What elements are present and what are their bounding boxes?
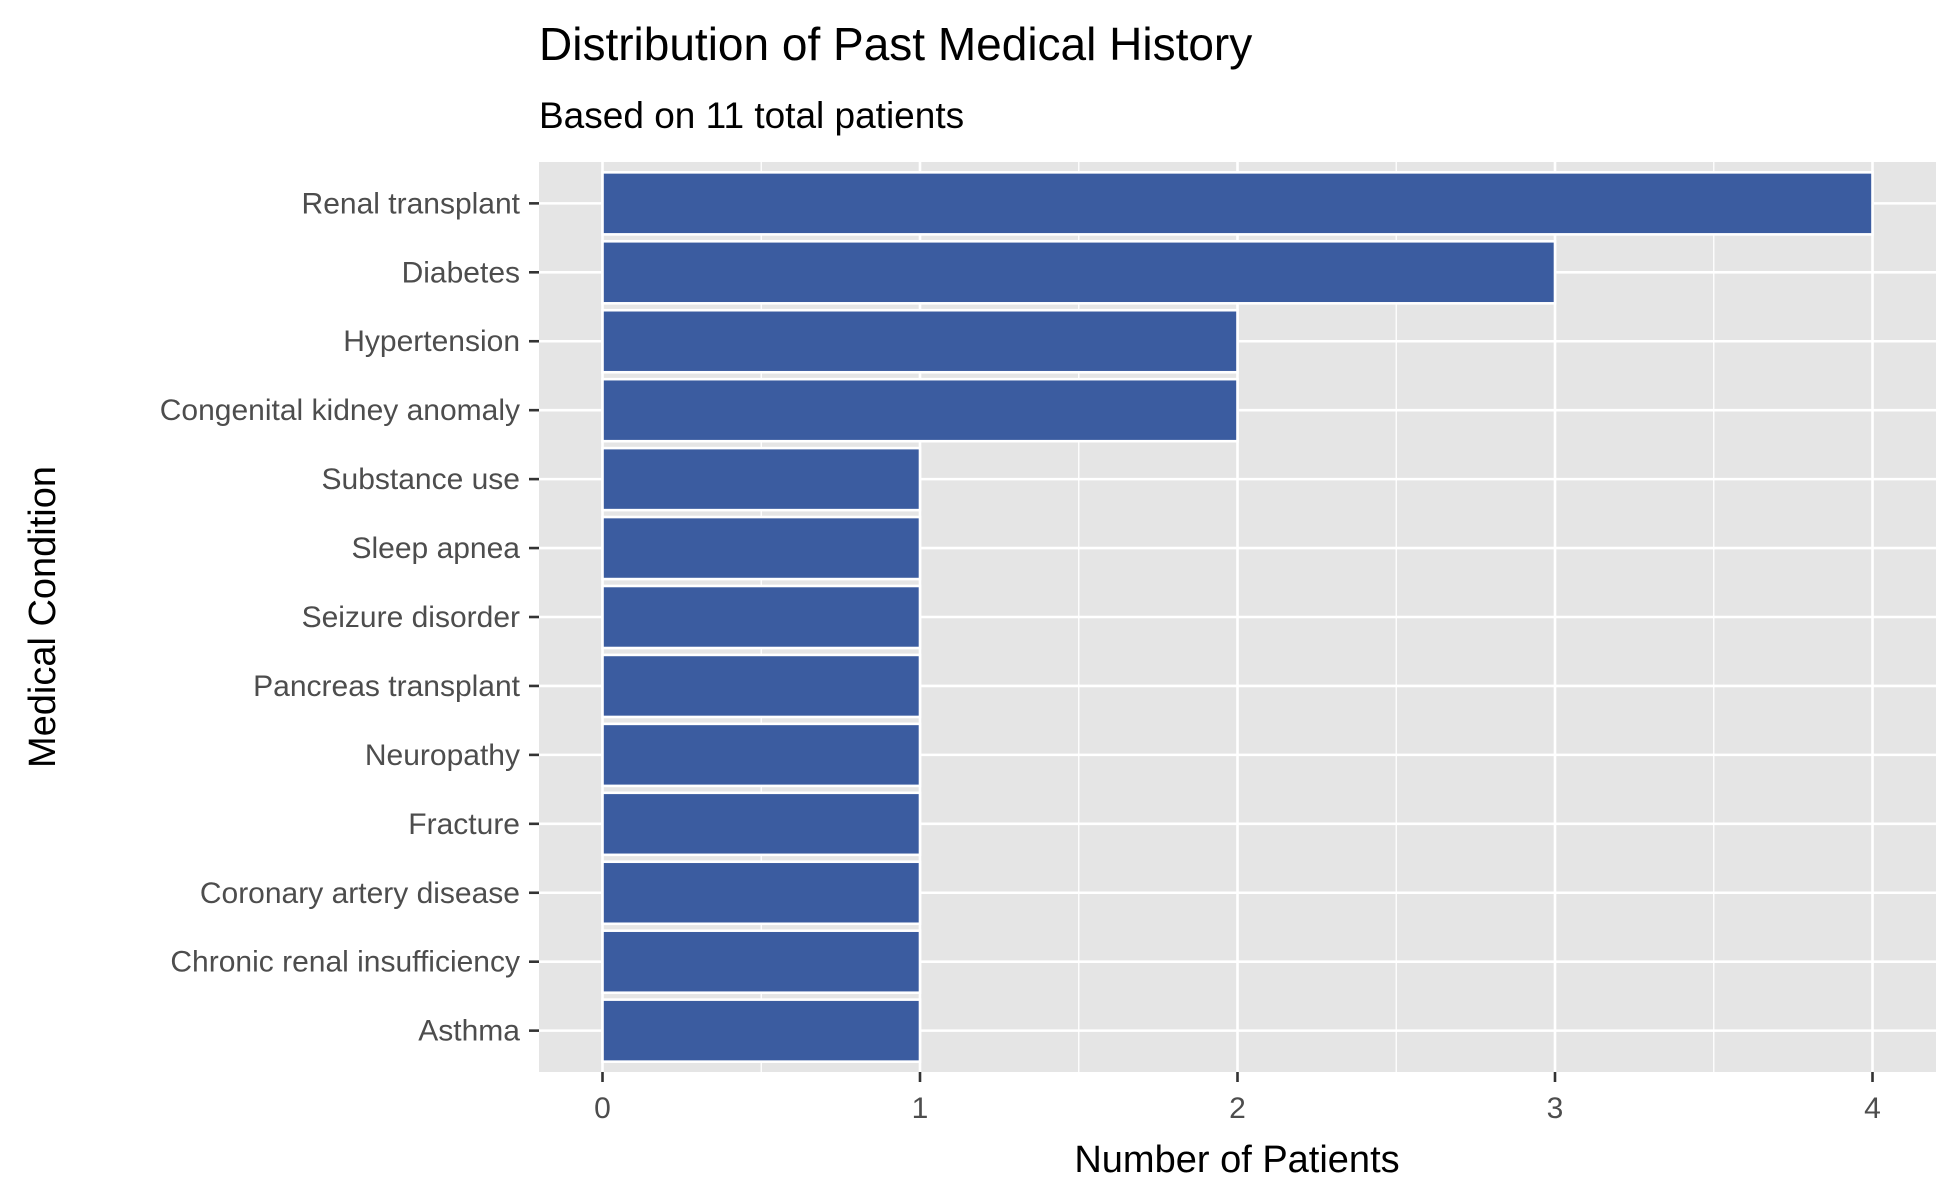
y-tick-label: Neuropathy (365, 739, 520, 772)
x-tick-label: 4 (1864, 1092, 1881, 1125)
bar (601, 446, 922, 512)
chart-subtitle: Based on 11 total patients (539, 95, 964, 136)
bar (601, 722, 922, 788)
bar (601, 998, 922, 1063)
y-axis: Renal transplant Diabetes Hypertension Cong… (160, 187, 539, 1048)
y-tick-label: Renal transplant (302, 187, 521, 220)
y-tick-label: Pancreas transplant (253, 670, 520, 703)
y-tick-label: Substance use (322, 463, 520, 496)
x-tick-label: 2 (1229, 1092, 1246, 1125)
y-tick-label: Sleep apnea (352, 532, 521, 565)
y-tick-label: Diabetes (402, 256, 520, 289)
y-tick-label: Asthma (418, 1015, 520, 1048)
bar (601, 653, 922, 719)
y-tick-label: Fracture (408, 808, 520, 841)
x-axis: 0 1 2 3 4 (594, 1072, 1881, 1125)
y-tick-label: Chronic renal insufficiency (170, 946, 520, 979)
bar (601, 929, 922, 995)
bar (601, 791, 922, 857)
bar (601, 308, 1239, 374)
y-tick-label: Congenital kidney anomaly (160, 394, 520, 427)
x-tick-label: 0 (594, 1092, 611, 1125)
bar (601, 171, 1874, 236)
y-tick-label: Seizure disorder (302, 601, 520, 634)
y-tick-label: Coronary artery disease (200, 877, 520, 910)
bar (601, 515, 922, 581)
y-axis-title: Medical Condition (22, 466, 64, 768)
x-tick-label: 1 (912, 1092, 929, 1125)
bar (601, 584, 922, 650)
bar (601, 860, 922, 926)
bar (601, 377, 1239, 443)
chart-title: Distribution of Past Medical History (539, 18, 1252, 70)
bars (601, 171, 1874, 1063)
bar (601, 239, 1557, 305)
y-tick-label: Hypertension (343, 325, 520, 358)
x-tick-label: 3 (1547, 1092, 1564, 1125)
x-axis-title: Number of Patients (1074, 1139, 1399, 1181)
